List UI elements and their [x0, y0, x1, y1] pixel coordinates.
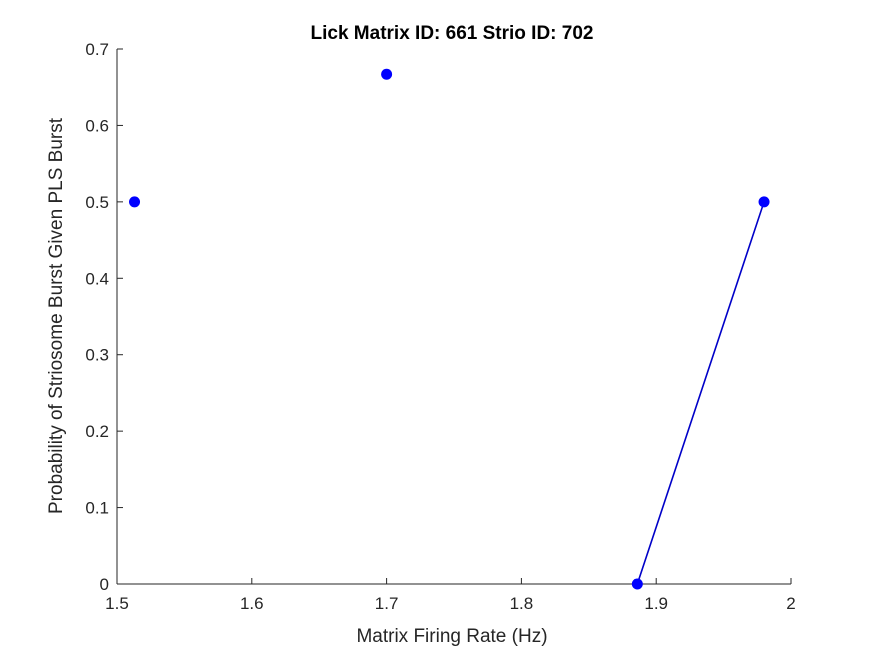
x-tick-label: 1.7 — [375, 594, 399, 613]
y-tick-label: 0 — [100, 575, 109, 594]
y-ticks: 0 0.1 0.2 0.3 0.4 0.5 0.6 0.7 — [85, 40, 123, 594]
x-axis-title: Matrix Firing Rate (Hz) — [356, 626, 547, 647]
series — [129, 68, 770, 590]
axes — [116, 49, 791, 585]
y-axis-title: Probability of Striosome Burst Given PLS… — [46, 117, 67, 514]
data-point — [381, 68, 393, 80]
x-tick-label: 1.6 — [240, 594, 264, 613]
y-tick-label: 0.3 — [85, 346, 109, 365]
chart-title: Lick Matrix ID: 661 Strio ID: 702 — [311, 23, 594, 44]
x-tick-label: 1.9 — [644, 594, 668, 613]
y-tick-label: 0.2 — [85, 422, 109, 441]
x-tick-label: 2 — [786, 594, 795, 613]
data-point — [631, 578, 643, 590]
y-tick-label: 0.6 — [85, 116, 109, 135]
x-tick-label: 1.5 — [105, 594, 129, 613]
data-point — [129, 196, 141, 208]
series-line — [636, 201, 765, 585]
x-tick-label: 1.8 — [510, 594, 534, 613]
y-tick-label: 0.1 — [85, 499, 109, 518]
y-tick-label: 0.4 — [85, 269, 109, 288]
y-tick-label: 0.5 — [85, 193, 109, 212]
data-point — [758, 196, 770, 208]
y-tick-label: 0.7 — [85, 40, 109, 59]
x-ticks: 1.5 1.6 1.7 1.8 1.9 2 — [105, 578, 796, 613]
